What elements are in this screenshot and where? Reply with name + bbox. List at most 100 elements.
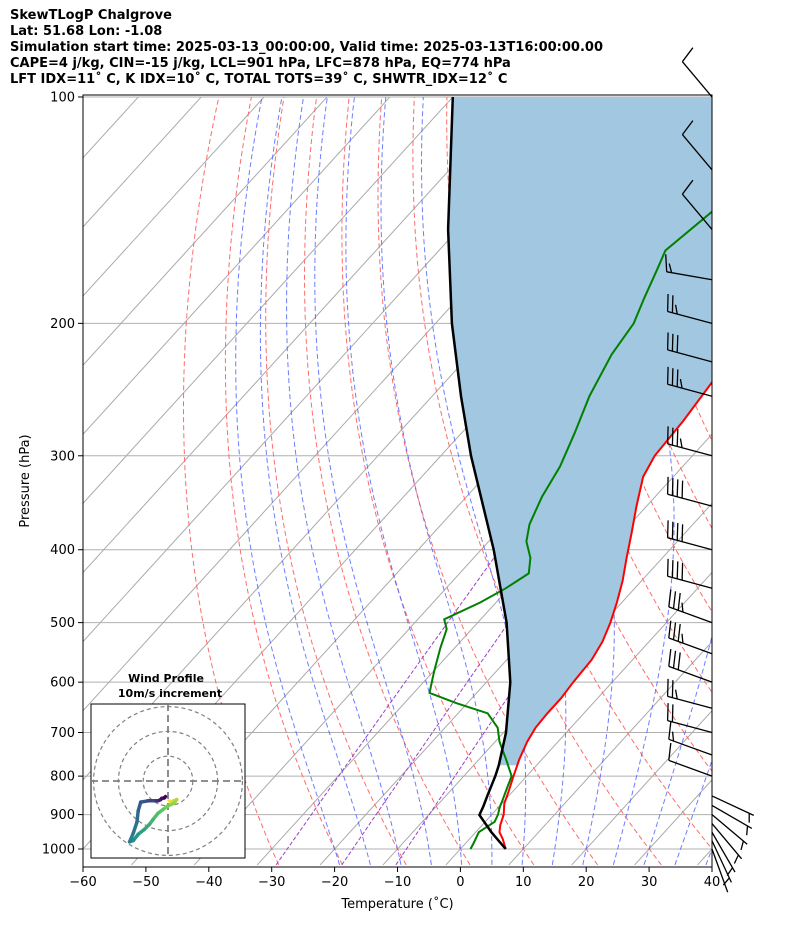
barb-staff <box>668 738 713 756</box>
x-tick-label: 10 <box>515 875 532 890</box>
barb-feather <box>681 633 684 644</box>
barb-staff <box>711 795 754 816</box>
moist-adiabat-line <box>314 96 432 865</box>
barb-staff <box>668 759 713 777</box>
wind-barb <box>681 179 713 230</box>
barb-staff <box>667 695 713 709</box>
barb-feather <box>671 521 674 540</box>
wind-profile-inset: Wind Profile 10m/s increment <box>90 672 246 859</box>
isotherm-line <box>83 96 265 297</box>
barb-staff <box>666 271 713 281</box>
barb-staff <box>667 719 713 734</box>
barb-feather <box>665 254 668 272</box>
y-tick-label: 400 <box>50 543 75 558</box>
barb-feather <box>676 369 679 387</box>
barb-feather <box>668 263 673 273</box>
wind-barb <box>711 795 754 823</box>
barb-staff <box>681 61 713 98</box>
location-line: Lat: 51.68 Lon: -1.08 <box>10 24 163 39</box>
barb-feather <box>733 854 739 864</box>
barb-staff <box>681 193 713 230</box>
barb-feather <box>666 332 669 350</box>
barb-feather <box>674 304 678 315</box>
barb-feather <box>666 426 669 444</box>
wind-barb <box>668 721 713 756</box>
y-tick-label: 1000 <box>42 843 75 858</box>
dry-adiabat-line <box>303 96 471 866</box>
barb-feather <box>671 295 674 313</box>
isotherm-line <box>83 96 517 574</box>
time-line: Simulation start time: 2025-03-13_00:00:… <box>10 40 603 55</box>
wind-barb <box>666 476 713 507</box>
hodograph-segment <box>162 794 168 800</box>
wind-barb <box>668 620 713 655</box>
wind-barb <box>666 426 713 457</box>
barb-feather <box>740 840 745 851</box>
wind-barb <box>711 848 729 893</box>
parcel-profile <box>446 96 512 850</box>
barb-feather <box>668 620 672 639</box>
mixing-ratio-line <box>275 549 501 866</box>
x-tick-label: −50 <box>132 875 159 890</box>
y-axis-title: Pressure (hPa) <box>18 434 33 527</box>
isotherm-line <box>445 571 712 866</box>
y-tick-label: 600 <box>50 676 75 691</box>
barb-feather <box>676 561 679 579</box>
barb-feather <box>676 479 679 497</box>
hodograph-segment <box>135 809 140 824</box>
y-tick-label: 700 <box>50 726 75 741</box>
barb-feather <box>674 689 678 700</box>
barb-feather <box>671 680 674 698</box>
barb-staff <box>711 840 732 883</box>
isotherm-line <box>83 96 454 505</box>
barb-staff <box>667 383 713 397</box>
moist-adiabat-line <box>235 96 341 866</box>
x-tick-label: −60 <box>69 875 96 890</box>
isotherm-line <box>83 96 202 228</box>
moist-adiabat-line <box>259 96 371 866</box>
isotherm-line <box>571 710 712 866</box>
wind-barb <box>666 366 713 397</box>
cape-shading <box>448 97 712 766</box>
dry-adiabat-line <box>265 96 407 866</box>
stability-line: CAPE=4 j/kg, CIN=-15 j/kg, LCL=901 hPa, … <box>10 56 511 71</box>
isotherm-line <box>319 433 712 866</box>
dry-adiabat-line <box>740 97 794 865</box>
wind-barb <box>711 831 736 876</box>
moist-adiabat-line <box>421 96 527 865</box>
isotherm-line <box>0 97 75 865</box>
x-tick-label: 0 <box>456 875 464 890</box>
barb-feather <box>676 428 679 447</box>
x-tick-label: −40 <box>195 875 222 890</box>
barb-feather <box>671 478 674 496</box>
barb-feather <box>672 650 677 669</box>
barb-feather <box>671 560 674 578</box>
barb-feather <box>726 867 734 876</box>
inset-title: Wind Profile <box>128 672 204 685</box>
barb-feather <box>666 520 669 538</box>
wind-barb <box>668 589 713 624</box>
barb-staff <box>667 310 713 324</box>
barb-feather <box>676 335 679 353</box>
dry-adiabat-line <box>341 96 535 866</box>
wind-barb <box>711 804 753 836</box>
wind-barb <box>666 558 713 589</box>
barb-staff <box>668 637 713 655</box>
moist-adiabat-line <box>643 96 712 866</box>
y-tick-label: 200 <box>50 317 75 332</box>
wind-barb <box>666 332 713 363</box>
barb-feather <box>677 652 681 670</box>
barb-staff <box>667 349 713 363</box>
dry-adiabat-line <box>412 96 662 866</box>
barb-staff <box>667 443 713 457</box>
barb-feather <box>677 624 681 642</box>
x-tick-label: −30 <box>258 875 285 890</box>
barb-staff <box>711 823 743 860</box>
cape-area <box>448 97 712 766</box>
mixing-ratio-line <box>395 549 609 866</box>
wind-barb <box>668 649 713 683</box>
barb-staff <box>711 831 736 873</box>
barb-feather <box>671 427 674 446</box>
isotherm-line <box>0 97 13 865</box>
barb-staff <box>667 493 713 507</box>
